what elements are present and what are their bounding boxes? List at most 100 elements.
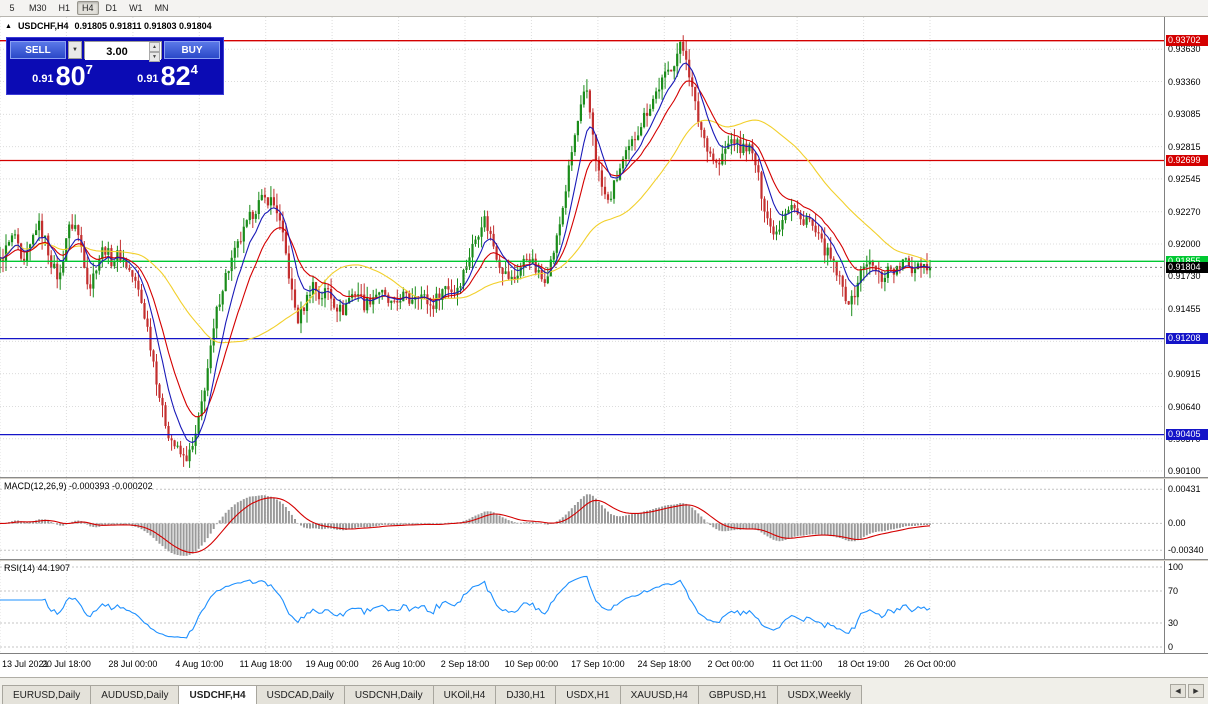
- timeframe-button-m30[interactable]: M30: [29, 3, 47, 13]
- buy-price-big: 82: [160, 61, 191, 91]
- chart-ohlc-values: 0.91805 0.91811 0.91803 0.91804: [74, 21, 212, 31]
- chart-tabs: EURUSD,Daily AUDUSD,Daily USDCHF,H4 USDCAD,…: [2, 685, 862, 704]
- chart-tab-usdx-h1[interactable]: USDX,H1: [555, 685, 621, 704]
- buy-price-prefix: 0.91: [137, 73, 159, 85]
- hline-price-badge: 0.93702: [1166, 35, 1208, 47]
- rsi-label: RSI(14) 44.1907: [4, 563, 71, 573]
- volume-input[interactable]: [85, 44, 161, 60]
- tabs-scroll-left-button[interactable]: ◀: [1170, 684, 1186, 698]
- timeframe-button-h1[interactable]: H1: [58, 3, 71, 13]
- date-axis-label: 10 Sep 00:00: [504, 659, 559, 669]
- chart-tab-ukoil-h4[interactable]: UKOil,H4: [432, 685, 497, 704]
- chart-tab-gbpusd-h1[interactable]: GBPUSD,H1: [697, 685, 778, 704]
- collapse-chart-icon[interactable]: ▲: [5, 22, 12, 30]
- chart-header: ▲ USDCHF,H4 0.91805 0.91811 0.91803 0.91…: [5, 21, 212, 31]
- rsi-chart-svg[interactable]: [0, 561, 1164, 653]
- main-price-scale: 0.93630 0.93360 0.93085 0.92815 0.92545 0.922…: [1164, 17, 1208, 477]
- sell-price-pip: 7: [85, 62, 93, 77]
- date-axis-label: 26 Oct 00:00: [904, 659, 956, 669]
- chart-tab-usdcnh-daily[interactable]: USDCNH,Daily: [343, 685, 434, 704]
- panel-separator[interactable]: [0, 477, 1208, 479]
- chart-tab-usdchf-h4[interactable]: USDCHF,H4: [178, 685, 257, 704]
- chart-tab-usdcad-daily[interactable]: USDCAD,Daily: [255, 685, 345, 704]
- volume-up-icon[interactable]: ▲: [149, 42, 160, 52]
- price-scale-label: 0.93085: [1168, 109, 1201, 120]
- timeframe-button-w1[interactable]: W1: [129, 3, 143, 13]
- price-panel: 0.93630 0.93360 0.93085 0.92815 0.92545 0.922…: [0, 17, 1208, 477]
- volume-dropdown-icon[interactable]: ▼: [68, 41, 82, 59]
- one-click-trading-panel: SELL ▼ ▲ ▼ BUY 0.91 80 7: [6, 37, 224, 95]
- volume-field-wrap: ▲ ▼: [84, 41, 162, 62]
- timeframe-toolbar: 5 M30 H1 H4 D1 W1 MN: [0, 0, 1208, 17]
- sell-price-prefix: 0.91: [32, 73, 54, 85]
- chart-symbol-label: USDCHF,H4: [17, 21, 69, 31]
- chart-tab-xauusd-h4[interactable]: XAUUSD,H4: [619, 685, 699, 704]
- macd-scale-label: -0.00340: [1168, 545, 1204, 556]
- panel-separator[interactable]: [0, 559, 1208, 561]
- macd-scale: 0.00431 0.00 -0.00340: [1164, 479, 1208, 559]
- date-axis-label: 17 Sep 10:00: [571, 659, 625, 669]
- price-scale-label: 0.90640: [1168, 401, 1201, 412]
- sell-button[interactable]: SELL: [10, 41, 66, 59]
- chart-area: 0.93630 0.93360 0.93085 0.92815 0.92545 0.922…: [0, 17, 1208, 677]
- buy-button[interactable]: BUY: [164, 41, 220, 59]
- price-scale-label: 0.93630: [1168, 44, 1201, 55]
- rsi-scale: 100 70 30 0: [1164, 561, 1208, 653]
- chart-tab-bar: EURUSD,Daily AUDUSD,Daily USDCHF,H4 USDCAD,…: [0, 677, 1208, 704]
- price-scale-label: 0.92545: [1168, 173, 1201, 184]
- date-axis-label: 13 Jul 2021: [2, 659, 49, 669]
- chart-tab-usdx-weekly[interactable]: USDX,Weekly: [776, 685, 862, 704]
- price-scale-label: 0.90100: [1168, 466, 1201, 477]
- chart-tab-audusd-daily[interactable]: AUDUSD,Daily: [90, 685, 180, 704]
- volume-spinner: ▲ ▼: [149, 42, 160, 62]
- date-axis-label: 24 Sep 18:00: [637, 659, 692, 669]
- macd-chart-svg[interactable]: [0, 479, 1164, 559]
- date-axis-label: 28 Jul 00:00: [108, 659, 158, 669]
- price-scale-label: 0.91455: [1168, 304, 1201, 315]
- macd-panel: 0.00431 0.00 -0.00340 MACD(12,26,9) -0.000…: [0, 479, 1208, 559]
- price-scale-label: 0.91730: [1168, 271, 1201, 282]
- rsi-scale-label: 70: [1168, 586, 1179, 596]
- price-scale-label: 0.93360: [1168, 76, 1201, 87]
- timeframe-button-d1[interactable]: D1: [105, 3, 118, 13]
- buy-price-pip: 4: [190, 62, 198, 77]
- sell-price-display[interactable]: 0.91 80 7: [10, 61, 115, 91]
- date-axis: 13 Jul 2021 20 Jul 18:00 28 Jul 00:00 4 Aug…: [0, 653, 1208, 677]
- sell-price-big: 80: [55, 61, 86, 91]
- timeframe-button-mn[interactable]: MN: [154, 3, 169, 13]
- date-axis-label: 11 Oct 11:00: [772, 659, 823, 669]
- macd-scale-label: 0.00: [1168, 518, 1186, 529]
- price-scale-label: 0.92000: [1168, 239, 1201, 249]
- tabs-scroll-right-button[interactable]: ▶: [1188, 684, 1204, 698]
- macd-scale-label: 0.00431: [1168, 484, 1201, 495]
- timeframe-button-5[interactable]: 5: [9, 3, 15, 13]
- chart-tab-dj30-h1[interactable]: DJ30,H1: [495, 685, 557, 704]
- chart-tab-eurusd-daily[interactable]: EURUSD,Daily: [2, 685, 92, 704]
- rsi-scale-label: 0: [1168, 642, 1174, 652]
- rsi-scale-label: 30: [1168, 618, 1179, 628]
- price-scale-label: 0.90915: [1168, 368, 1201, 379]
- hline-price-badge: 0.91208: [1166, 333, 1208, 345]
- rsi-scale-label: 100: [1168, 562, 1184, 572]
- date-axis-label: 18 Oct 19:00: [837, 659, 890, 669]
- date-axis-label: 26 Aug 10:00: [372, 659, 426, 669]
- price-scale-label: 0.92815: [1168, 141, 1201, 152]
- date-axis-label: 2 Sep 18:00: [440, 659, 490, 669]
- current-price-badge: 0.91804: [1166, 261, 1208, 273]
- hline-price-badge: 0.92699: [1166, 154, 1208, 166]
- volume-down-icon[interactable]: ▼: [149, 52, 160, 62]
- date-axis-label: 4 Aug 10:00: [175, 659, 224, 669]
- macd-label: MACD(12,26,9) -0.000393 -0.000202: [4, 481, 153, 491]
- quote-prices: 0.91 80 7 0.91 82 4: [10, 61, 220, 91]
- hline-price-badge: 0.90405: [1166, 429, 1208, 441]
- date-axis-label: 20 Jul 18:00: [41, 659, 91, 669]
- rsi-panel: 100 70 30 0 RSI(14) 44.1907: [0, 561, 1208, 653]
- date-axis-label: 11 Aug 18:00: [239, 659, 292, 669]
- timeframe-button-h4[interactable]: H4: [77, 1, 99, 15]
- date-axis-label: 19 Aug 00:00: [305, 659, 359, 669]
- hline-price-badge: 0.91855: [1166, 255, 1208, 267]
- tab-scroll-arrows: ◀ ▶: [1170, 684, 1204, 698]
- buy-price-display[interactable]: 0.91 82 4: [115, 61, 220, 91]
- date-axis-label: 2 Oct 00:00: [707, 659, 754, 669]
